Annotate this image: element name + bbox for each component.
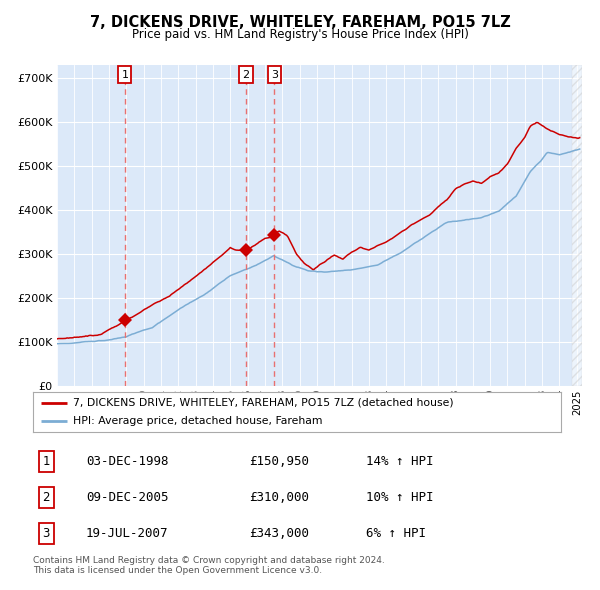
Text: 6% ↑ HPI: 6% ↑ HPI	[365, 527, 425, 540]
Text: 03-DEC-1998: 03-DEC-1998	[86, 455, 168, 468]
Text: £343,000: £343,000	[250, 527, 310, 540]
Text: 1: 1	[121, 70, 128, 80]
Text: £310,000: £310,000	[250, 491, 310, 504]
Text: £150,950: £150,950	[250, 455, 310, 468]
Text: 1: 1	[43, 455, 50, 468]
Text: 2: 2	[43, 491, 50, 504]
Text: Contains HM Land Registry data © Crown copyright and database right 2024.: Contains HM Land Registry data © Crown c…	[33, 556, 385, 565]
Text: 19-JUL-2007: 19-JUL-2007	[86, 527, 168, 540]
Text: 09-DEC-2005: 09-DEC-2005	[86, 491, 168, 504]
Text: 3: 3	[43, 527, 50, 540]
Text: 3: 3	[271, 70, 278, 80]
Text: Price paid vs. HM Land Registry's House Price Index (HPI): Price paid vs. HM Land Registry's House …	[131, 28, 469, 41]
Text: 7, DICKENS DRIVE, WHITELEY, FAREHAM, PO15 7LZ (detached house): 7, DICKENS DRIVE, WHITELEY, FAREHAM, PO1…	[73, 398, 453, 408]
Text: This data is licensed under the Open Government Licence v3.0.: This data is licensed under the Open Gov…	[33, 566, 322, 575]
Text: HPI: Average price, detached house, Fareham: HPI: Average price, detached house, Fare…	[73, 416, 322, 426]
Text: 7, DICKENS DRIVE, WHITELEY, FAREHAM, PO15 7LZ: 7, DICKENS DRIVE, WHITELEY, FAREHAM, PO1…	[89, 15, 511, 30]
Text: 14% ↑ HPI: 14% ↑ HPI	[365, 455, 433, 468]
Text: 10% ↑ HPI: 10% ↑ HPI	[365, 491, 433, 504]
Text: 2: 2	[242, 70, 250, 80]
